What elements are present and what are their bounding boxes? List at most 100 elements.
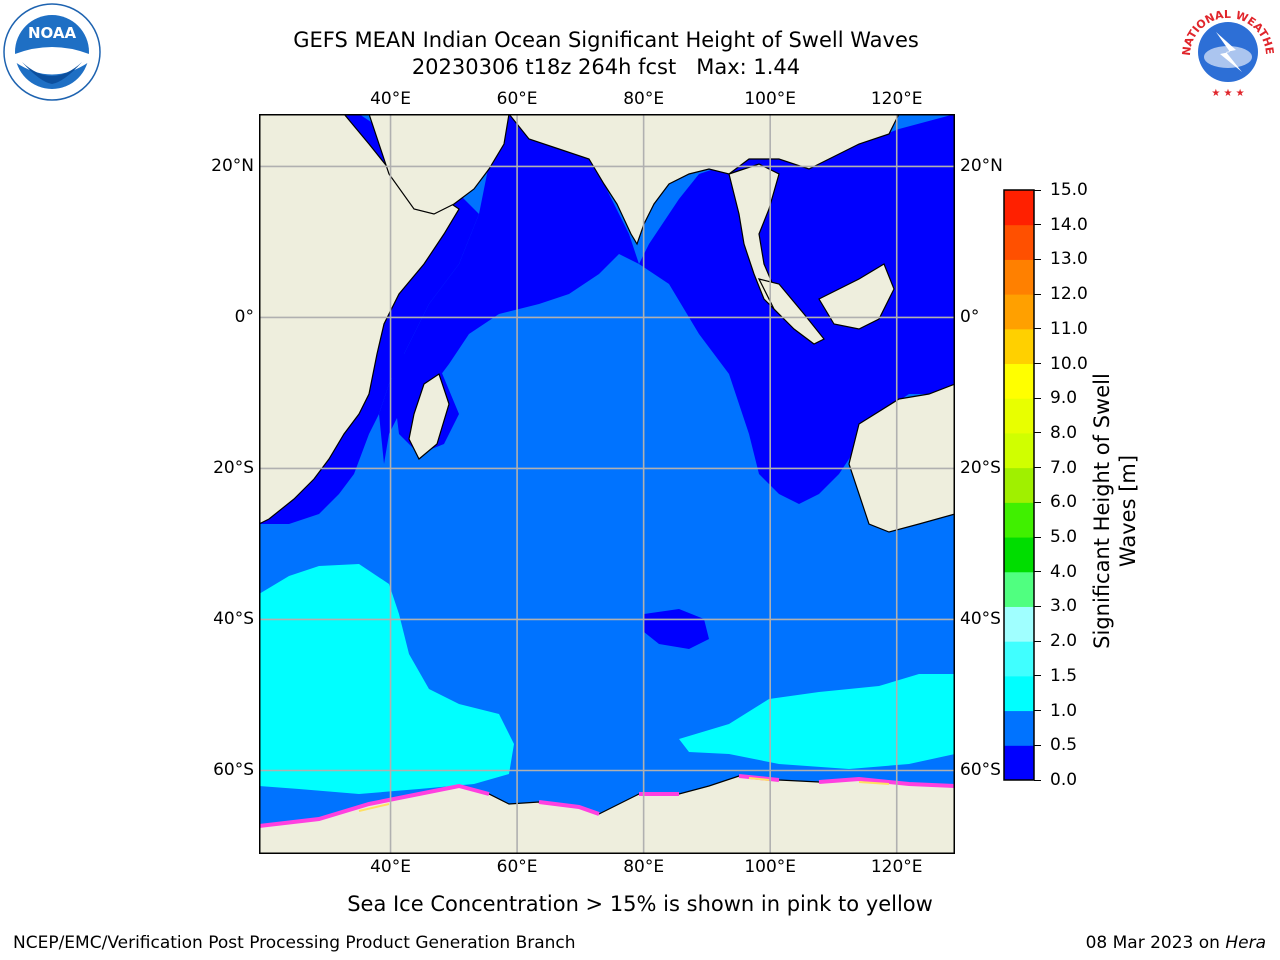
colorbar-tick-label: 11.0 — [1050, 318, 1088, 339]
colorbar-segment-6 — [1004, 537, 1034, 573]
lat-label-left-20: 20°N — [211, 156, 254, 177]
colorbar-segment-13 — [1004, 294, 1034, 330]
colorbar-segment-9 — [1004, 432, 1034, 469]
colorbar-tick-label: 1.0 — [1050, 700, 1078, 721]
lon-label-bottom-60: 60°E — [496, 857, 538, 877]
lon-label-bottom-100: 100°E — [744, 857, 797, 877]
colorbar-tick-label: 8.0 — [1050, 422, 1078, 443]
colorbar-tick-label: 15.0 — [1050, 180, 1088, 200]
land-india-asia — [508, 114, 900, 246]
lon-label-top-100: 100°E — [744, 89, 797, 109]
colorbar-segment-10 — [1004, 398, 1034, 434]
land-masses — [259, 114, 955, 854]
lon-label-bottom-120: 120°E — [870, 857, 923, 877]
colorbar-tick-label: 0.0 — [1050, 770, 1078, 790]
colorbar-tick-mark — [1034, 710, 1041, 712]
swell-band-low-north — [379, 114, 955, 504]
colorbar-tick-mark — [1034, 640, 1041, 642]
colorbar-segment-5 — [1004, 571, 1034, 607]
land-borneo — [818, 263, 895, 330]
lon-label-top-120: 120°E — [870, 89, 923, 109]
footer-date: 08 Mar 2023 on Hera — [1086, 933, 1266, 953]
lat-label-right--20: 20°S — [960, 458, 1001, 479]
colorbar-tick-mark — [1034, 536, 1041, 538]
colorbar-segment-16 — [1004, 190, 1034, 226]
map-gridlines — [259, 114, 955, 854]
sea-ice-fringe-yellow — [358, 777, 890, 812]
swell-band-mid-southeast — [679, 674, 955, 769]
colorbar-segment-8 — [1004, 467, 1034, 503]
colorbar-tick-label: 4.0 — [1050, 561, 1078, 582]
colorbar-tick-mark — [1034, 501, 1041, 503]
colorbar-segment-3 — [1004, 641, 1034, 677]
colorbar-tick-mark — [1034, 328, 1041, 330]
colorbar-tick-label: 1.5 — [1050, 665, 1078, 686]
lat-label-right-20: 20°N — [960, 156, 1003, 177]
sea-ice-fringe — [259, 774, 955, 828]
colorbar-tick-mark — [1034, 397, 1041, 399]
colorbar-segment-7 — [1004, 502, 1034, 538]
colorbar-tick-mark — [1034, 258, 1041, 260]
lat-label-left-0: 0° — [234, 307, 254, 328]
map-subtitle: 20230306 t18z 264h fcst Max: 1.44 — [411, 55, 801, 79]
map-frame — [259, 114, 955, 854]
colorbar-tick-label: 0.5 — [1050, 735, 1078, 756]
lon-label-bottom-40: 40°E — [370, 857, 411, 877]
lat-label-right-0: 0° — [960, 307, 980, 328]
colorbar-title: Significant Height of Swell Waves [m] — [1089, 321, 1141, 701]
colorbar-tick-mark — [1034, 571, 1041, 573]
colorbar-tick-label: 3.0 — [1050, 596, 1078, 617]
colorbar-segment-4 — [1004, 606, 1034, 642]
lon-label-top-40: 40°E — [370, 89, 411, 109]
lat-label-right--60: 60°S — [960, 760, 1001, 781]
lat-label-right--40: 40°S — [960, 609, 1001, 630]
colorbar — [1003, 189, 1035, 781]
lat-label-left--40: 40°S — [213, 609, 254, 630]
colorbar-tick-mark — [1034, 293, 1041, 295]
noaa-logo: NOAA — [2, 2, 102, 102]
colorbar-svg — [1003, 189, 1035, 781]
colorbar-segment-12 — [1004, 328, 1034, 365]
footer-branch: NCEP/EMC/Verification Post Processing Pr… — [13, 933, 576, 953]
swell-band-mid-southwest — [259, 564, 514, 794]
lat-label-left--20: 20°S — [213, 458, 254, 479]
colorbar-tick-label: 10.0 — [1050, 353, 1088, 374]
colorbar-tick-mark — [1034, 744, 1041, 746]
lat-label-left--60: 60°S — [213, 760, 254, 781]
lon-label-bottom-80: 80°E — [623, 857, 665, 877]
colorbar-segment-15 — [1004, 224, 1034, 260]
colorbar-tick-label: 12.0 — [1050, 284, 1088, 305]
colorbar-tick-mark — [1034, 189, 1041, 191]
footer-host: Hera — [1225, 933, 1266, 953]
land-sumatra — [757, 278, 825, 345]
lon-label-top-80: 80°E — [623, 89, 665, 109]
land-madagascar — [408, 373, 450, 460]
land-arabia — [368, 114, 510, 215]
colorbar-tick-mark — [1034, 779, 1041, 781]
colorbar-tick-label: 7.0 — [1050, 457, 1078, 478]
land-australia — [848, 383, 955, 533]
colorbar-segment-14 — [1004, 259, 1034, 295]
sea-ice-caption: Sea Ice Concentration > 15% is shown in … — [347, 892, 933, 916]
colorbar-tick-mark — [1034, 363, 1041, 365]
svg-text:★ ★ ★: ★ ★ ★ — [1211, 88, 1244, 99]
colorbar-title-line1: Significant Height of Swell — [1090, 373, 1114, 649]
colorbar-frame — [1003, 189, 1035, 781]
colorbar-segment-0 — [1004, 745, 1034, 781]
colorbar-tick-mark — [1034, 675, 1041, 677]
colorbar-segment-2 — [1004, 675, 1034, 712]
colorbar-tick-mark — [1034, 224, 1041, 226]
colorbar-segment-1 — [1004, 710, 1034, 746]
svg-text:NOAA: NOAA — [28, 24, 77, 42]
colorbar-tick-mark — [1034, 605, 1041, 607]
map-panel — [259, 114, 955, 854]
colorbar-tick-label: 14.0 — [1050, 214, 1088, 235]
map-title: GEFS MEAN Indian Ocean Significant Heigh… — [293, 28, 919, 52]
lon-label-top-60: 60°E — [496, 89, 538, 109]
nws-logo: NATIONAL WEATHER SERVICE ★ ★ ★ — [1178, 2, 1278, 102]
colorbar-title-line2: Waves [m] — [1116, 454, 1140, 568]
colorbar-segment-11 — [1004, 363, 1034, 399]
colorbar-tick-mark — [1034, 467, 1041, 469]
colorbar-tick-label: 2.0 — [1050, 631, 1078, 652]
colorbar-tick-label: 13.0 — [1050, 249, 1088, 270]
